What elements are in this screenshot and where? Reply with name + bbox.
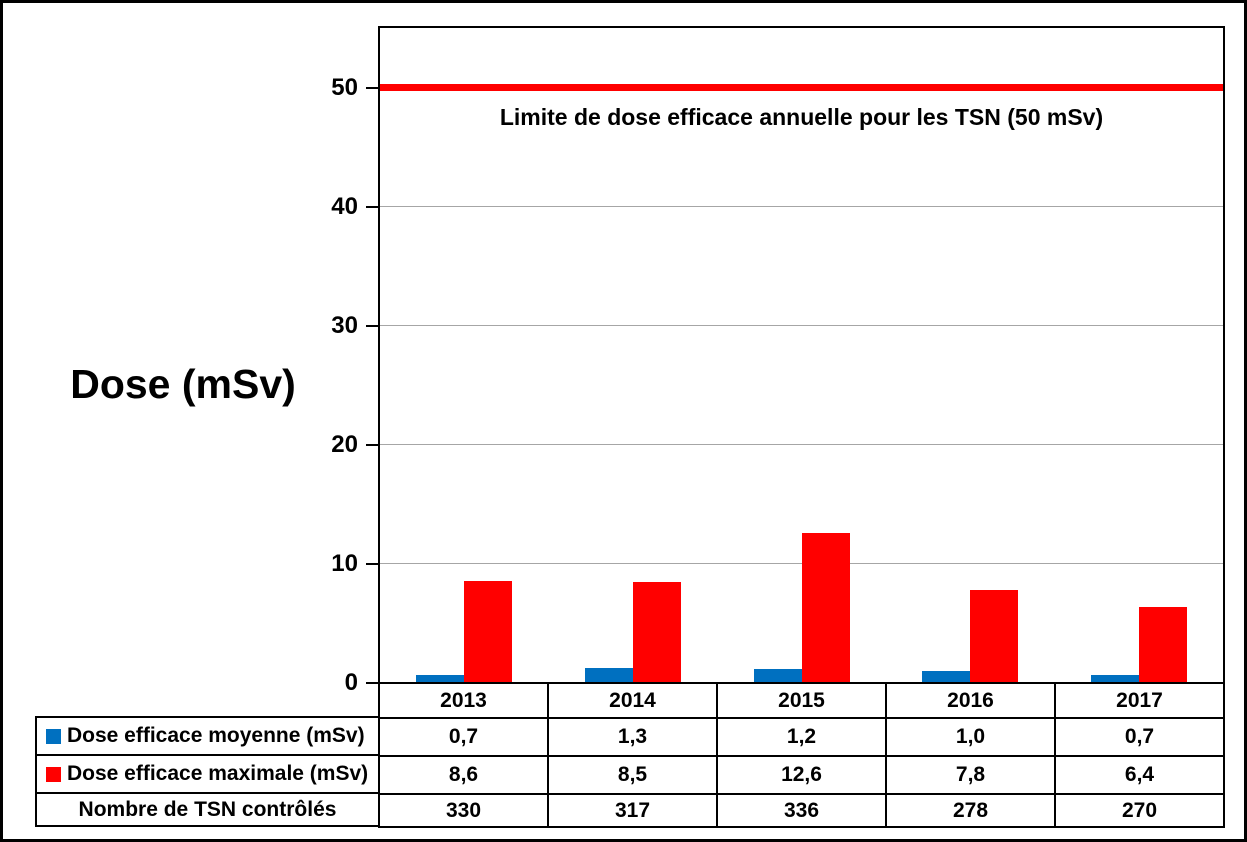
extra-row-1-cell-2016: 278: [885, 793, 1056, 828]
year-row-cell-2014: 2014: [547, 682, 718, 719]
series-row-1-cell-2017: 0,7: [1054, 717, 1225, 757]
year-row-cell-2015: 2015: [716, 682, 887, 719]
legend-row-series-2-cell: Dose efficace maximale (mSv): [35, 754, 380, 794]
series-row-2-cell-2016: 7,8: [885, 755, 1056, 795]
extra-row-1: 330 317 336 278 270: [378, 793, 1225, 828]
ytick-mark-30: [366, 324, 380, 327]
legend-row-extra-1-label: Nombre de TSN contrôlés: [78, 797, 337, 821]
series-row-2-cell-2014: 8,5: [547, 755, 718, 795]
ytick-mark-40: [366, 205, 380, 208]
ytick-mark-0: [366, 682, 380, 684]
extra-row-1-cell-2017: 270: [1054, 793, 1225, 828]
ytick-label-50: 50: [331, 73, 358, 101]
series-row-1-cell-2013: 0,7: [378, 717, 549, 757]
series-row-1-cell-2016: 1,0: [885, 717, 1056, 757]
data-table: 2013 2014 2015 2016 2017 0,7 1,3 1,2 1,0 0,7 8,6 8,…: [378, 682, 1225, 828]
legend-table: Dose efficace moyenne (mSv) Dose efficace…: [35, 716, 380, 827]
series-row-2: 8,6 8,5 12,6 7,8 6,4: [378, 755, 1225, 795]
ytick-label-40: 40: [331, 192, 358, 220]
year-row-cell-2013: 2013: [378, 682, 549, 719]
ytick-label-10: 10: [331, 549, 358, 577]
year-row: 2013 2014 2015 2016 2017: [378, 682, 1225, 719]
legend-row-extra-1-cell: Nombre de TSN contrôlés: [35, 792, 380, 827]
ytick-label-20: 20: [331, 430, 358, 458]
ytick-mark-20: [366, 443, 380, 446]
bar-2014-series2: [632, 581, 681, 683]
ytick-mark-50: [366, 86, 380, 89]
bar-2013-series2: [464, 580, 513, 683]
gridline-20: [380, 443, 1223, 445]
dose-limit-label: Limite de dose efficace annuelle pour le…: [499, 103, 1104, 130]
series-row-1-cell-2015: 1,2: [716, 717, 887, 757]
extra-row-1-cell-2013: 330: [378, 793, 549, 828]
legend-row-series-2-swatch-icon: [46, 766, 61, 782]
year-row-cell-2017: 2017: [1054, 682, 1225, 719]
plot-area: Limite de dose efficace annuelle pour le…: [378, 26, 1225, 685]
legend-row-series-1-cell: Dose efficace moyenne (mSv): [35, 716, 380, 756]
legend-row-series-1-label: Dose efficace moyenne (mSv): [67, 724, 365, 747]
extra-row-1-cell-2015: 336: [716, 793, 887, 828]
ytick-label-30: 30: [331, 311, 358, 339]
bar-2017-series2: [1138, 606, 1187, 683]
y-axis-title: Dose (mSv): [70, 361, 296, 407]
legend-row-series-2-label: Dose efficace maximale (mSv): [67, 762, 369, 785]
year-row-cell-2016: 2016: [885, 682, 1056, 719]
gridline-30: [380, 324, 1223, 326]
series-row-1: 0,7 1,3 1,2 1,0 0,7: [378, 717, 1225, 757]
bar-2014-series1: [584, 667, 633, 683]
bar-2015-series2: [801, 532, 850, 683]
ytick-mark-10: [366, 562, 380, 565]
legend-row-series-1: Dose efficace moyenne (mSv): [35, 716, 380, 756]
legend-row-extra-1: Nombre de TSN contrôlés: [35, 792, 380, 827]
series-row-2-cell-2017: 6,4: [1054, 755, 1225, 795]
legend-row-series-2: Dose efficace maximale (mSv): [35, 754, 380, 794]
bar-2015-series1: [753, 668, 802, 683]
extra-row-1-cell-2014: 317: [547, 793, 718, 828]
legend-row-series-1-content: Dose efficace moyenne (mSv): [38, 724, 377, 748]
dose-limit-line: [380, 83, 1223, 91]
bar-2017-series1: [1090, 674, 1139, 683]
bar-2016-series1: [922, 671, 971, 683]
legend-row-series-2-content: Dose efficace maximale (mSv): [38, 762, 377, 786]
bar-2016-series2: [970, 590, 1019, 683]
series-row-2-cell-2015: 12,6: [716, 755, 887, 795]
gridline-40: [380, 205, 1223, 207]
series-row-2-cell-2013: 8,6: [378, 755, 549, 795]
bar-2013-series1: [416, 674, 465, 683]
series-row-1-cell-2014: 1,3: [547, 717, 718, 757]
ytick-label-0: 0: [344, 669, 358, 696]
legend-row-extra-1-content: Nombre de TSN contrôlés: [38, 797, 377, 822]
legend-row-series-1-swatch-icon: [46, 728, 61, 744]
